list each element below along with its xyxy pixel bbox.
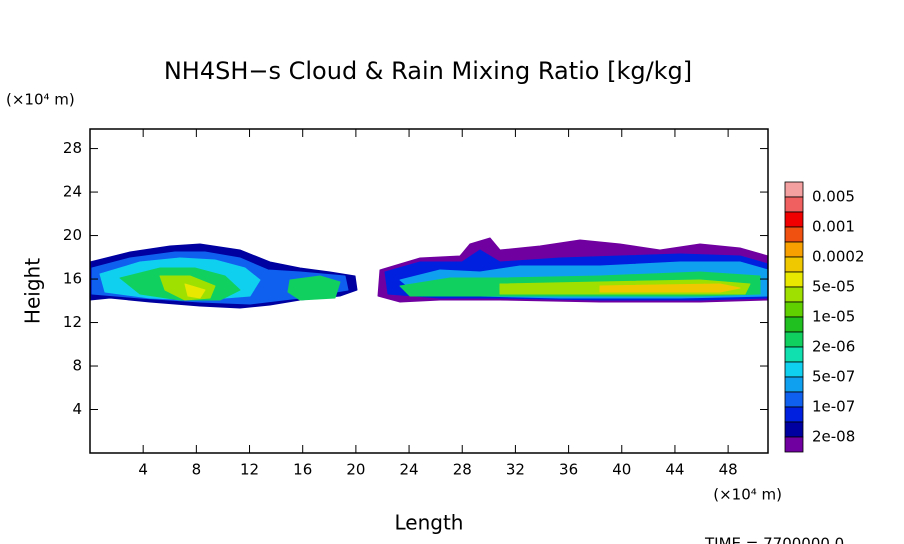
x-tick-label: 40 xyxy=(612,461,631,479)
x-tick-label: 24 xyxy=(400,461,419,479)
y-tick-label: 20 xyxy=(63,226,82,244)
contour-region xyxy=(599,283,741,293)
colorbar-swatch xyxy=(784,406,804,423)
y-tick-label: 28 xyxy=(63,139,82,157)
colorbar-swatch xyxy=(784,256,804,273)
colorbar-swatch xyxy=(784,421,804,438)
x-tick-label: 12 xyxy=(240,461,259,479)
y-unit: (×10⁴ m) xyxy=(6,91,75,109)
colorbar-label: 0.005 xyxy=(812,188,855,206)
x-tick-label: 16 xyxy=(293,461,312,479)
y-tick-label: 24 xyxy=(63,183,82,201)
colorbar-swatch xyxy=(784,361,804,378)
colorbar-swatch xyxy=(784,181,804,198)
x-unit: (×10⁴ m) xyxy=(713,486,782,504)
colorbar-swatch xyxy=(784,226,804,243)
y-axis-label: Height xyxy=(21,258,45,324)
x-tick-label: 48 xyxy=(719,461,738,479)
chart-title: NH4SH−s Cloud & Rain Mixing Ratio [kg/kg… xyxy=(164,57,692,85)
colorbar-swatch xyxy=(784,376,804,393)
x-tick-label: 20 xyxy=(346,461,365,479)
x-tick-label: 28 xyxy=(453,461,472,479)
colorbar-label: 5e-07 xyxy=(812,368,855,386)
colorbar-swatch xyxy=(784,196,804,213)
contour-field xyxy=(89,237,769,309)
y-tick-label: 12 xyxy=(63,313,82,331)
contour-region xyxy=(184,283,206,299)
y-tick-label: 16 xyxy=(63,270,82,288)
colorbar-swatch xyxy=(784,211,804,228)
x-tick-label: 4 xyxy=(138,461,148,479)
colorbar-swatch xyxy=(784,331,804,348)
colorbar-swatch xyxy=(784,391,804,408)
x-tick-label: 36 xyxy=(559,461,578,479)
colorbar-label: 2e-06 xyxy=(812,338,855,356)
colorbar-label: 5e-05 xyxy=(812,278,855,296)
y-tick-label: 8 xyxy=(72,357,82,375)
colorbar-swatch xyxy=(784,346,804,363)
colorbar-label: 1e-07 xyxy=(812,398,855,416)
x-tick-label: 8 xyxy=(192,461,202,479)
y-tick-label: 4 xyxy=(72,400,82,418)
colorbar-label: 0.001 xyxy=(812,218,855,236)
colorbar-swatch xyxy=(784,241,804,258)
colorbar-swatch xyxy=(784,301,804,318)
colorbar-swatch xyxy=(784,286,804,303)
footer: TIME = 7700000.0 xyxy=(704,535,844,544)
colorbar-swatch xyxy=(784,316,804,333)
colorbar-label: 0.0002 xyxy=(812,248,865,266)
colorbar-label: 2e-08 xyxy=(812,428,855,446)
colorbar-swatch xyxy=(784,271,804,288)
x-tick-label: 32 xyxy=(506,461,525,479)
x-axis-label: Length xyxy=(395,511,464,535)
contour-region xyxy=(287,275,341,301)
plot-frame xyxy=(89,128,769,454)
x-tick-label: 44 xyxy=(665,461,684,479)
colorbar-swatch xyxy=(784,436,804,453)
colorbar-label: 1e-05 xyxy=(812,308,855,326)
